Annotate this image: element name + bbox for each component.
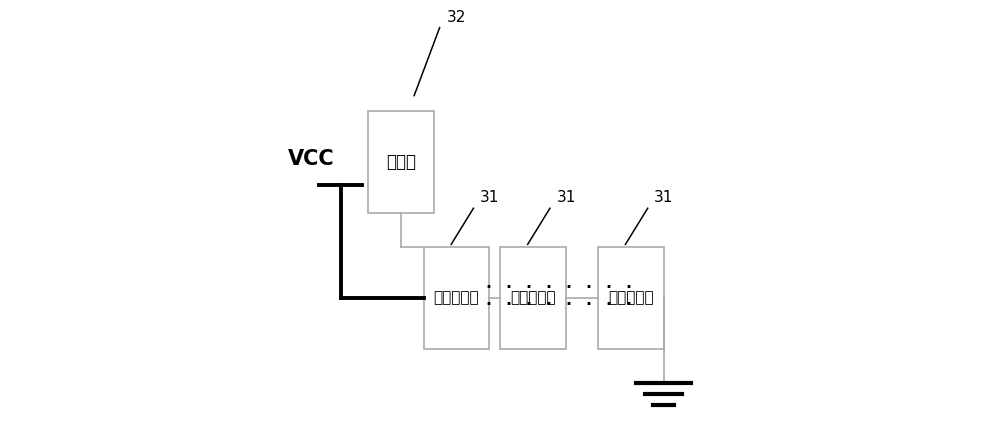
Text: 31: 31 bbox=[480, 190, 499, 205]
Text: 待供电芯片: 待供电芯片 bbox=[510, 290, 556, 305]
Text: 31: 31 bbox=[654, 190, 673, 205]
Text: . . . . . . . .: . . . . . . . . bbox=[484, 291, 634, 309]
Text: 31: 31 bbox=[556, 190, 576, 205]
Text: 控制器: 控制器 bbox=[386, 153, 416, 170]
Text: . . . . . . . .: . . . . . . . . bbox=[484, 274, 634, 292]
FancyBboxPatch shape bbox=[424, 246, 489, 348]
Text: 待供电芯片: 待供电芯片 bbox=[434, 290, 479, 305]
FancyBboxPatch shape bbox=[368, 110, 434, 212]
Text: 32: 32 bbox=[447, 9, 466, 25]
FancyBboxPatch shape bbox=[500, 246, 566, 348]
Text: VCC: VCC bbox=[288, 149, 334, 170]
FancyBboxPatch shape bbox=[598, 246, 664, 348]
Text: 待供电芯片: 待供电芯片 bbox=[608, 290, 653, 305]
